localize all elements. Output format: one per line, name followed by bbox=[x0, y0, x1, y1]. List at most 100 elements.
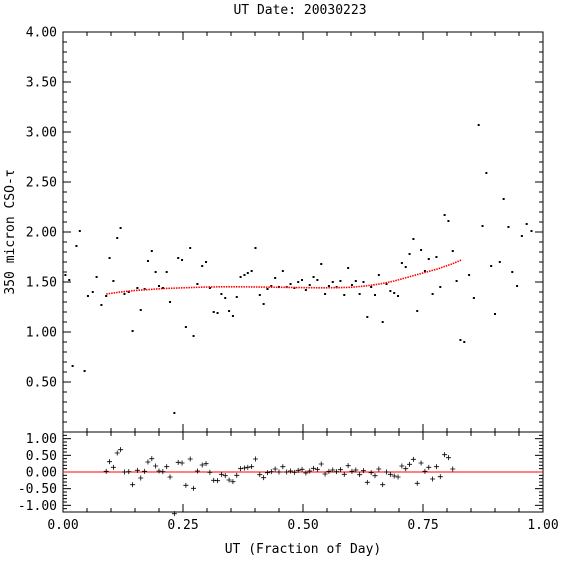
residual-point bbox=[191, 485, 197, 491]
residual-point bbox=[114, 450, 120, 456]
residual-point bbox=[264, 470, 270, 476]
data-point bbox=[154, 271, 157, 273]
x-tick-label: 0.75 bbox=[407, 518, 438, 533]
residual-point bbox=[241, 465, 247, 471]
data-point bbox=[220, 293, 223, 295]
y-tick-label: 3.50 bbox=[26, 76, 57, 91]
data-point bbox=[173, 412, 176, 414]
residual-point bbox=[345, 463, 351, 469]
data-point bbox=[297, 281, 300, 283]
x-tick-label: 0.50 bbox=[287, 518, 318, 533]
data-point bbox=[502, 198, 505, 200]
y-tick-label: 0.00 bbox=[26, 466, 57, 481]
residual-point bbox=[291, 469, 297, 475]
data-point bbox=[139, 309, 142, 311]
residual-point bbox=[203, 461, 209, 467]
residual-point bbox=[199, 462, 205, 468]
data-point bbox=[119, 227, 122, 229]
residual-point bbox=[426, 464, 432, 470]
data-point bbox=[158, 285, 160, 287]
residual-point bbox=[156, 468, 162, 474]
data-point bbox=[150, 250, 153, 252]
data-point bbox=[347, 267, 350, 269]
data-point bbox=[262, 303, 265, 305]
residual-point bbox=[391, 473, 397, 479]
residual-point bbox=[276, 469, 282, 475]
data-point bbox=[447, 220, 450, 222]
data-point bbox=[468, 274, 471, 276]
residual-point bbox=[372, 473, 378, 479]
residual-point bbox=[121, 469, 127, 475]
residual-point bbox=[280, 464, 286, 470]
data-point bbox=[481, 225, 484, 227]
residual-point bbox=[450, 466, 456, 472]
chart-title: UT Date: 20030223 bbox=[233, 3, 366, 18]
y-tick-label: 4.00 bbox=[26, 26, 57, 41]
y-tick-label: 2.00 bbox=[26, 226, 57, 241]
data-point bbox=[289, 283, 292, 285]
residual-point bbox=[272, 466, 278, 472]
residual-point bbox=[194, 468, 200, 474]
residual-point bbox=[149, 456, 155, 462]
residual-point bbox=[349, 468, 355, 474]
residual-point bbox=[360, 468, 366, 474]
data-point bbox=[498, 261, 501, 263]
data-point bbox=[358, 293, 361, 295]
residual-point bbox=[222, 473, 228, 479]
residual-point bbox=[326, 468, 332, 474]
residual-point bbox=[288, 468, 294, 474]
data-point bbox=[439, 286, 442, 288]
data-point bbox=[350, 284, 353, 286]
data-point bbox=[416, 310, 419, 312]
polynomial-fit-curve bbox=[106, 259, 462, 295]
data-point bbox=[192, 335, 195, 337]
data-point bbox=[463, 341, 466, 343]
residual-point bbox=[318, 461, 324, 467]
residual-point bbox=[153, 463, 159, 469]
residual-point bbox=[126, 469, 132, 475]
data-point bbox=[327, 285, 330, 287]
residual-point bbox=[410, 456, 416, 462]
data-point bbox=[105, 295, 108, 297]
data-point bbox=[127, 291, 130, 293]
data-point bbox=[331, 281, 334, 283]
residual-point bbox=[103, 468, 109, 474]
residual-point bbox=[430, 476, 436, 482]
data-point bbox=[385, 283, 388, 285]
residual-point bbox=[284, 469, 290, 475]
upper-plot-panel: 0.50 1.00 1.50 2.00 2.50 3.00 3.50 4.00 bbox=[26, 26, 544, 433]
data-point bbox=[250, 270, 253, 272]
data-point bbox=[374, 294, 376, 296]
data-point bbox=[485, 172, 488, 174]
x-axis-label: UT (Fraction of Day) bbox=[225, 542, 382, 557]
data-point bbox=[511, 271, 514, 273]
fit-line bbox=[106, 259, 462, 295]
residual-point bbox=[171, 511, 177, 517]
data-point bbox=[301, 279, 304, 281]
data-point bbox=[189, 247, 192, 249]
residual-point bbox=[207, 469, 213, 475]
data-point bbox=[381, 321, 384, 323]
residual-point bbox=[307, 468, 313, 474]
data-point bbox=[354, 280, 357, 282]
residual-point bbox=[175, 459, 181, 465]
residuals-y-tick-labels: -1.00 -0.500.00 0.50 1.00 bbox=[18, 432, 57, 514]
data-point bbox=[78, 230, 81, 232]
residuals-plot-panel: -1.00-0.500.000.501.00 0.00 0.25 0.50 0.75 1… bbox=[18, 431, 559, 533]
residual-point bbox=[145, 459, 151, 465]
data-point bbox=[246, 272, 249, 274]
data-point bbox=[455, 280, 458, 282]
residual-point bbox=[387, 471, 393, 477]
residual-point bbox=[252, 456, 258, 462]
residual-point bbox=[164, 464, 170, 470]
residual-point bbox=[341, 471, 347, 477]
data-point bbox=[472, 297, 475, 299]
data-point bbox=[520, 235, 523, 237]
data-point bbox=[316, 279, 319, 281]
data-point bbox=[116, 237, 119, 239]
residual-point bbox=[384, 469, 390, 475]
y-tick-label: 0.50 bbox=[26, 376, 57, 391]
data-point bbox=[281, 270, 284, 272]
residual-point bbox=[179, 460, 185, 466]
y-tick-label: 0.50 bbox=[26, 449, 57, 464]
